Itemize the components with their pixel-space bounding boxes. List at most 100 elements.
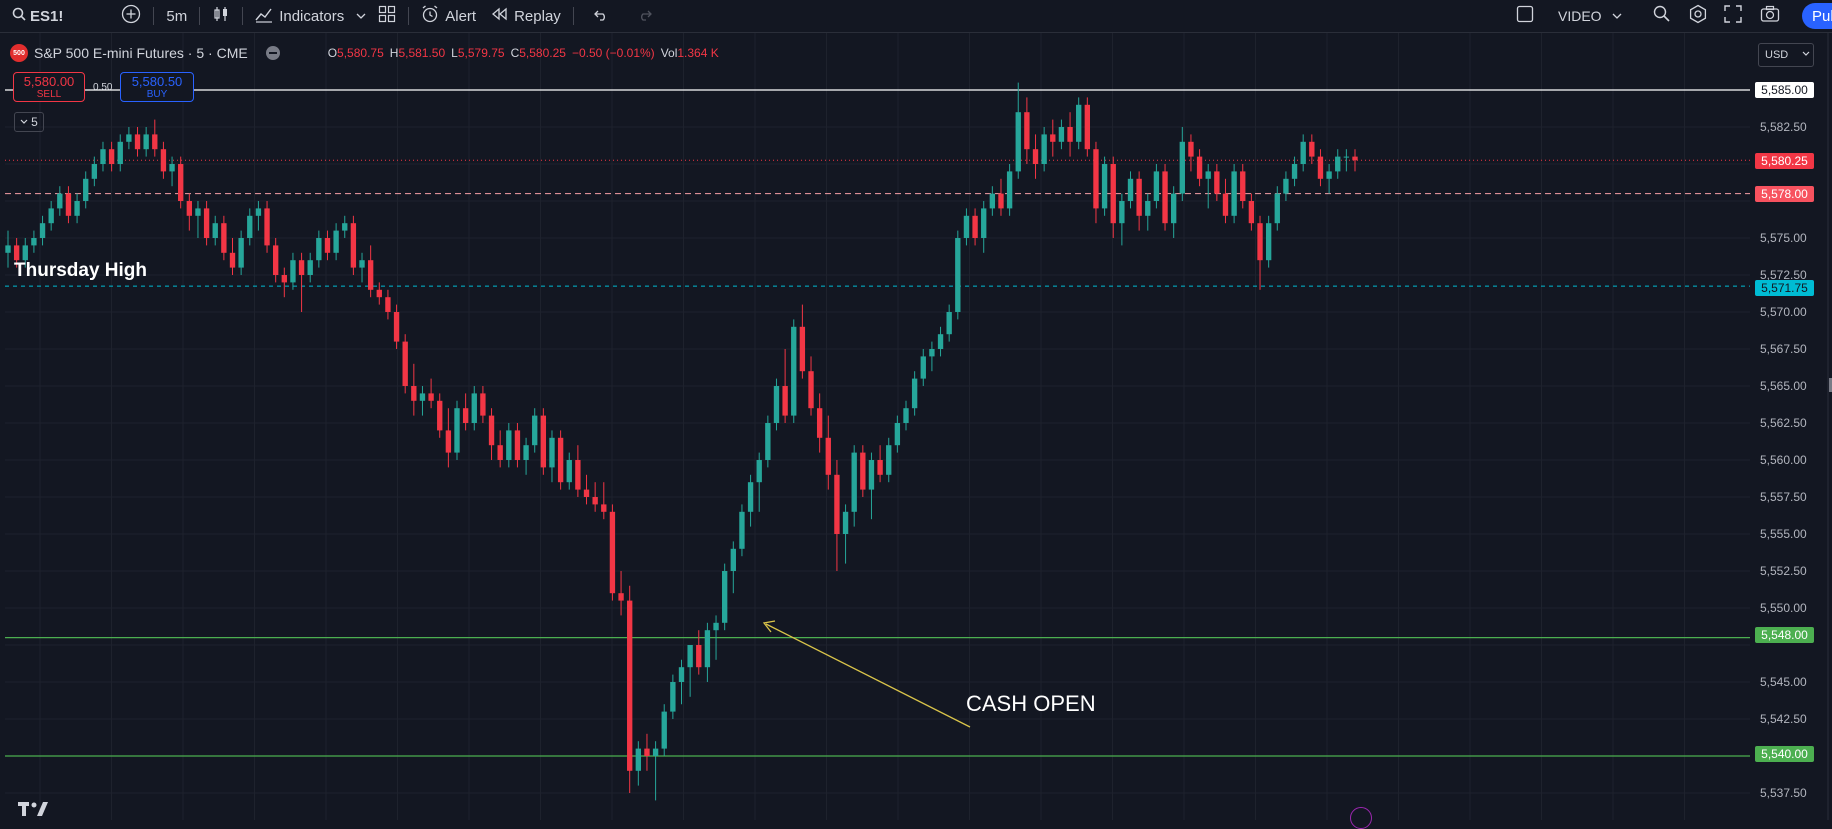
candle-body xyxy=(385,297,391,312)
candle-body xyxy=(1006,171,1013,209)
indicators-dropdown[interactable] xyxy=(352,0,370,32)
scale-handle[interactable] xyxy=(1829,378,1832,392)
currency-select[interactable]: USD xyxy=(1758,43,1814,67)
candle xyxy=(39,215,46,246)
candle xyxy=(721,563,728,631)
candle-body xyxy=(428,393,434,401)
symbol-search[interactable]: ES1! xyxy=(0,0,71,32)
open-label: O xyxy=(327,46,338,60)
cash-open-label[interactable]: CASH OPEN xyxy=(966,691,1096,716)
axis-tick: 5,565.00 xyxy=(1760,379,1807,393)
toolbar-divider xyxy=(572,7,574,25)
candle xyxy=(842,504,849,564)
hide-legend-button[interactable] xyxy=(265,46,280,60)
candle-body xyxy=(1136,178,1142,216)
candle-body xyxy=(1205,171,1211,179)
redo-icon xyxy=(638,8,654,25)
candle-body xyxy=(316,238,322,261)
indicators-button[interactable]: Indicators xyxy=(247,0,352,32)
candle-body xyxy=(264,208,270,246)
candle xyxy=(1291,156,1298,187)
publish-button[interactable]: Publ xyxy=(1802,3,1832,29)
candle-body xyxy=(367,260,374,290)
candle-body xyxy=(583,489,590,497)
candle xyxy=(169,156,175,187)
quick-search-button[interactable] xyxy=(1644,0,1680,32)
level-badge-5571[interactable]: 5,571.75 xyxy=(1755,280,1814,296)
candle xyxy=(1335,149,1341,179)
candle-body xyxy=(203,208,210,238)
fullscreen-button[interactable] xyxy=(1716,0,1750,32)
indicators-collapse-button[interactable]: 5 xyxy=(14,112,44,132)
thursday-high-label[interactable]: Thursday High xyxy=(14,260,148,281)
candle-body xyxy=(5,245,11,253)
redo-button[interactable] xyxy=(630,0,662,32)
candle-body xyxy=(514,430,521,460)
alert-label: Alert xyxy=(445,7,477,25)
compare-add-button[interactable] xyxy=(113,0,149,32)
candle xyxy=(540,408,547,475)
candle xyxy=(238,230,244,275)
candle xyxy=(583,474,590,505)
candle xyxy=(1188,134,1194,172)
candle xyxy=(523,437,529,475)
buy-button[interactable]: 5,580.50 BUY xyxy=(120,72,194,102)
level-badge-5585[interactable]: 5,585.00 xyxy=(1755,82,1814,98)
level-badge-5578[interactable]: 5,578.00 xyxy=(1755,186,1814,202)
price-chart[interactable] xyxy=(0,33,1832,820)
fullscreen-toggle-square[interactable] xyxy=(1508,0,1542,32)
candle-body xyxy=(1214,171,1220,194)
settings-button[interactable] xyxy=(1680,0,1716,32)
axis-tick: 5,567.50 xyxy=(1760,342,1807,356)
candle xyxy=(367,245,374,298)
candle-body xyxy=(393,312,400,342)
candle xyxy=(1076,97,1082,150)
candle-body xyxy=(506,430,512,460)
candle-body xyxy=(903,408,909,423)
candle-body xyxy=(1119,201,1125,224)
snapshot-button[interactable] xyxy=(1752,0,1788,32)
candle-body xyxy=(955,238,961,312)
layout-name-button[interactable]: VIDEO xyxy=(1550,0,1610,32)
interval-button[interactable]: 5m xyxy=(158,0,195,32)
layout-dropdown[interactable] xyxy=(1608,0,1626,32)
sell-price: 5,580.00 xyxy=(23,74,75,89)
candle xyxy=(808,356,814,416)
candle xyxy=(57,186,63,216)
indicators-icon xyxy=(255,5,273,27)
candle xyxy=(635,741,642,786)
sell-button[interactable]: 5,580.00 SELL xyxy=(13,72,85,102)
level-badge-5548[interactable]: 5,548.00 xyxy=(1755,627,1814,643)
undo-button[interactable] xyxy=(584,0,616,32)
candle xyxy=(1067,112,1073,157)
candle-body xyxy=(765,423,771,460)
toolbar-divider xyxy=(408,7,410,25)
chart-type-button[interactable] xyxy=(204,0,238,32)
layouts-button[interactable] xyxy=(370,0,404,32)
candle-body xyxy=(566,460,572,483)
replay-button[interactable]: Replay xyxy=(484,0,569,32)
candle xyxy=(773,378,780,431)
alert-button[interactable]: Alert xyxy=(413,0,484,32)
lightning-icon[interactable] xyxy=(1350,807,1372,829)
candle-body xyxy=(333,230,339,253)
candle xyxy=(488,408,495,460)
candle-body xyxy=(532,415,538,446)
axis-tick: 5,572.50 xyxy=(1760,268,1807,282)
candle xyxy=(203,201,210,246)
legend-title[interactable]: S&P 500 E-mini Futures · 5 · CME xyxy=(34,45,248,61)
candle xyxy=(91,156,98,187)
candle-body xyxy=(937,334,944,349)
candle xyxy=(13,238,20,268)
candle xyxy=(402,334,408,394)
candle-body xyxy=(704,630,711,668)
candle-body xyxy=(108,149,115,164)
candle xyxy=(247,208,253,246)
chart-pane[interactable] xyxy=(0,33,1832,820)
publish-label: Publ xyxy=(1812,7,1832,25)
candle xyxy=(419,386,426,416)
candle-body xyxy=(1076,104,1082,142)
level-badge-5540[interactable]: 5,540.00 xyxy=(1755,746,1814,762)
candle-body xyxy=(1188,141,1194,157)
candle xyxy=(549,430,555,483)
